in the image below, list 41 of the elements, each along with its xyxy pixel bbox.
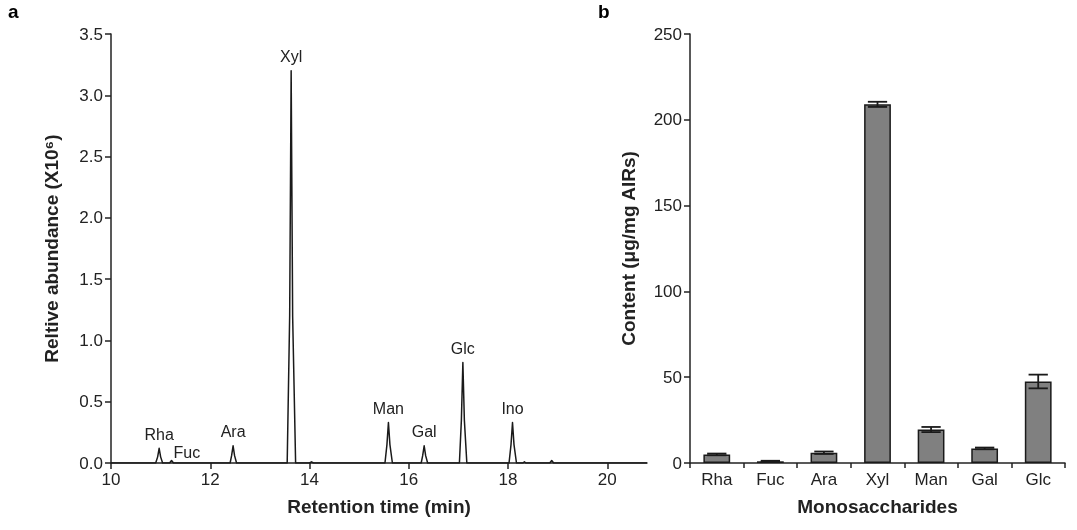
x-tick-label: Rha	[701, 470, 733, 489]
annotation: Gal	[411, 423, 437, 441]
y-tick-label: 1.5	[79, 269, 103, 289]
y-tick-label: 100	[653, 281, 682, 301]
y-tick-label: 0.5	[79, 392, 103, 412]
annotation: Rha	[144, 425, 174, 443]
y-tick-label: 200	[653, 110, 682, 130]
x-axis-title: Retention time (min)	[287, 496, 471, 517]
x-tick-label: 14	[300, 470, 319, 489]
y-tick-label: 3.5	[79, 24, 103, 44]
y-tick-label: 250	[653, 24, 682, 44]
x-axis-title: Monosaccharides	[797, 496, 958, 517]
y-tick-label: 50	[663, 367, 682, 387]
y-axis-title: Content (μg/mg AIRs)	[618, 151, 639, 346]
x-tick-label: 10	[101, 470, 121, 489]
x-tick-label: 16	[399, 470, 419, 489]
x-tick-label: 18	[498, 470, 518, 489]
annotation: Xyl	[280, 48, 303, 66]
y-tick-label: 1.0	[79, 330, 103, 350]
x-tick-label: Fuc	[756, 470, 786, 489]
x-tick-label: Glc	[1025, 470, 1052, 489]
y-tick-label: 2.0	[79, 208, 103, 228]
x-tick-label: 20	[597, 470, 617, 489]
text: b	[598, 1, 610, 22]
y-tick-label: 0.0	[79, 453, 103, 473]
x-tick-label: Xyl	[865, 470, 890, 489]
x-tick-label: Ara	[810, 470, 838, 489]
y-tick-label: 3.0	[79, 85, 103, 105]
annotation: Ino	[501, 400, 524, 418]
annotation: Glc	[450, 339, 475, 357]
x-tick-label: 12	[200, 470, 220, 489]
y-tick-label: 0	[672, 453, 682, 473]
annotation: Man	[372, 400, 404, 418]
y-axis-title: Reltive abundance (X10⁶)	[41, 134, 62, 363]
y-tick-label: 150	[653, 196, 682, 216]
text: a	[8, 1, 19, 22]
annotation: Fuc	[173, 444, 201, 462]
y-tick-label: 2.5	[79, 147, 103, 167]
annotation: Ara	[220, 423, 246, 441]
x-tick-label: Gal	[971, 470, 998, 489]
x-tick-label: Man	[914, 470, 948, 489]
